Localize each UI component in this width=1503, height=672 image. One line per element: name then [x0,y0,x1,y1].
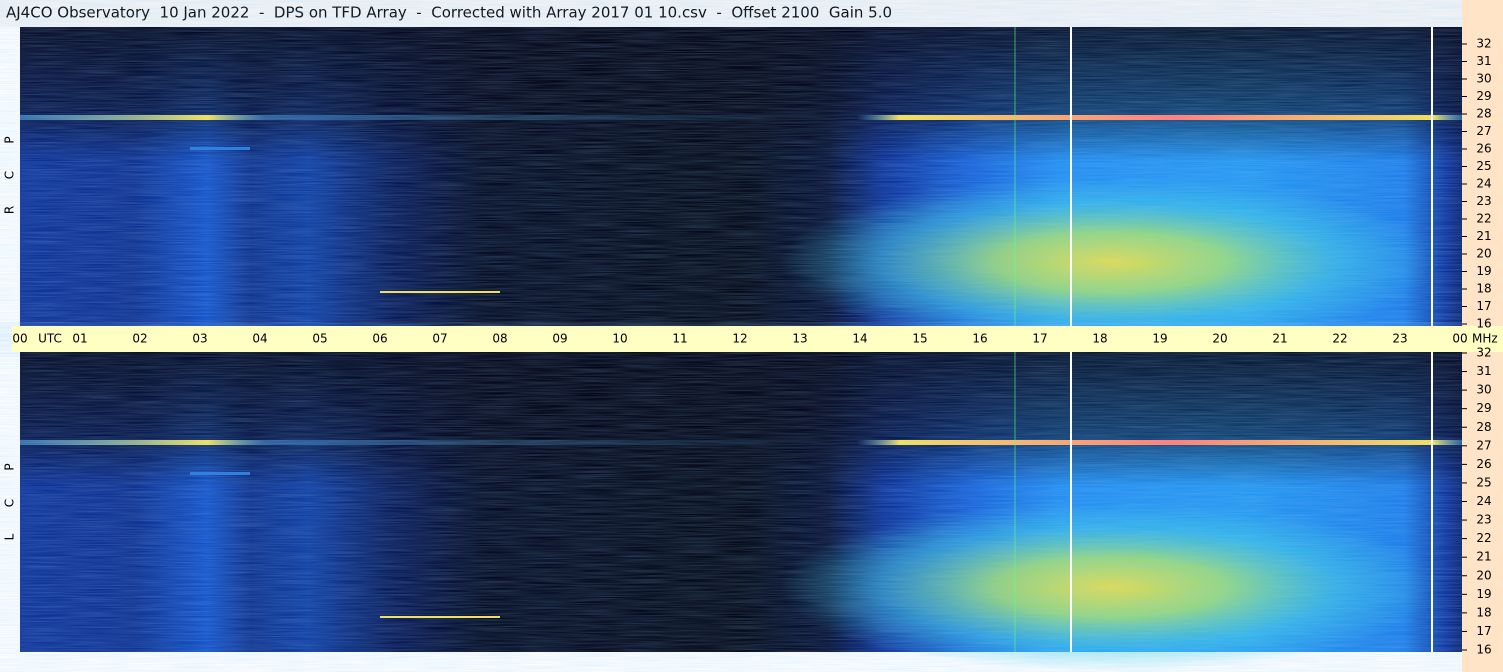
time-label: 13 [792,332,807,346]
freq-label: 31 [1476,54,1491,68]
freq-label: 27 [1476,438,1491,452]
time-label: 12 [732,332,747,346]
time-label: 18 [1092,332,1107,346]
time-label: 10 [612,332,627,346]
time-label: 16 [972,332,987,346]
time-label: UTC [38,332,62,346]
time-label: 08 [492,332,507,346]
freq-label: 22 [1476,531,1491,545]
polarization-letter: P [3,136,17,143]
time-label: 00 [1452,332,1467,346]
time-axis-bar [12,326,1462,352]
freq-label: 20 [1476,568,1491,582]
time-label: 23 [1392,332,1407,346]
freq-label: 28 [1476,107,1491,121]
time-label: 21 [1272,332,1287,346]
time-label: 02 [132,332,147,346]
freq-label: 32 [1476,37,1491,51]
time-label: 04 [252,332,267,346]
freq-label: 23 [1476,513,1491,527]
freq-label: 19 [1476,264,1491,278]
polarization-letter: C [3,499,17,507]
title: AJ4CO Observatory 10 Jan 2022 - DPS on T… [6,4,892,22]
freq-label: 17 [1476,624,1491,638]
time-label: 11 [672,332,687,346]
freq-label: 16 [1476,317,1491,331]
time-label: 15 [912,332,927,346]
freq-label: 24 [1476,494,1491,508]
freq-label: 25 [1476,159,1491,173]
axis-corner [1462,326,1503,352]
title-bar [0,0,1503,27]
freq-label: 22 [1476,212,1491,226]
polarization-letter: L [3,533,17,540]
polarization-letter: C [3,171,17,179]
polarization-letter: P [3,463,17,470]
freq-label: 28 [1476,420,1491,434]
freq-label: 20 [1476,247,1491,261]
time-label: 22 [1332,332,1347,346]
time-label: 03 [192,332,207,346]
time-label: 01 [72,332,87,346]
freq-label: 18 [1476,282,1491,296]
time-label: 19 [1152,332,1167,346]
freq-label: 18 [1476,605,1491,619]
freq-label: 17 [1476,299,1491,313]
freq-label: 19 [1476,587,1491,601]
time-label: 14 [852,332,867,346]
time-label: 05 [312,332,327,346]
freq-label: 26 [1476,142,1491,156]
freq-label: 29 [1476,89,1491,103]
freq-label: 32 [1476,346,1491,360]
freq-label: 23 [1476,194,1491,208]
time-label: 20 [1212,332,1227,346]
freq-unit: MHz [1472,332,1498,346]
time-label: 06 [372,332,387,346]
time-label: 07 [432,332,447,346]
lcp-spectrogram [20,352,1462,672]
freq-label: 26 [1476,457,1491,471]
rcp-spectrogram [20,27,1462,347]
freq-label: 30 [1476,72,1491,86]
freq-label: 21 [1476,229,1491,243]
freq-label: 16 [1476,643,1491,657]
freq-label: 29 [1476,401,1491,415]
time-label: 17 [1032,332,1047,346]
freq-label: 21 [1476,550,1491,564]
freq-label: 31 [1476,364,1491,378]
polarization-letter: R [3,206,17,214]
freq-label: 25 [1476,475,1491,489]
time-label: 09 [552,332,567,346]
freq-label: 24 [1476,177,1491,191]
freq-label: 30 [1476,383,1491,397]
freq-label: 27 [1476,124,1491,138]
time-label: 00 [12,332,27,346]
